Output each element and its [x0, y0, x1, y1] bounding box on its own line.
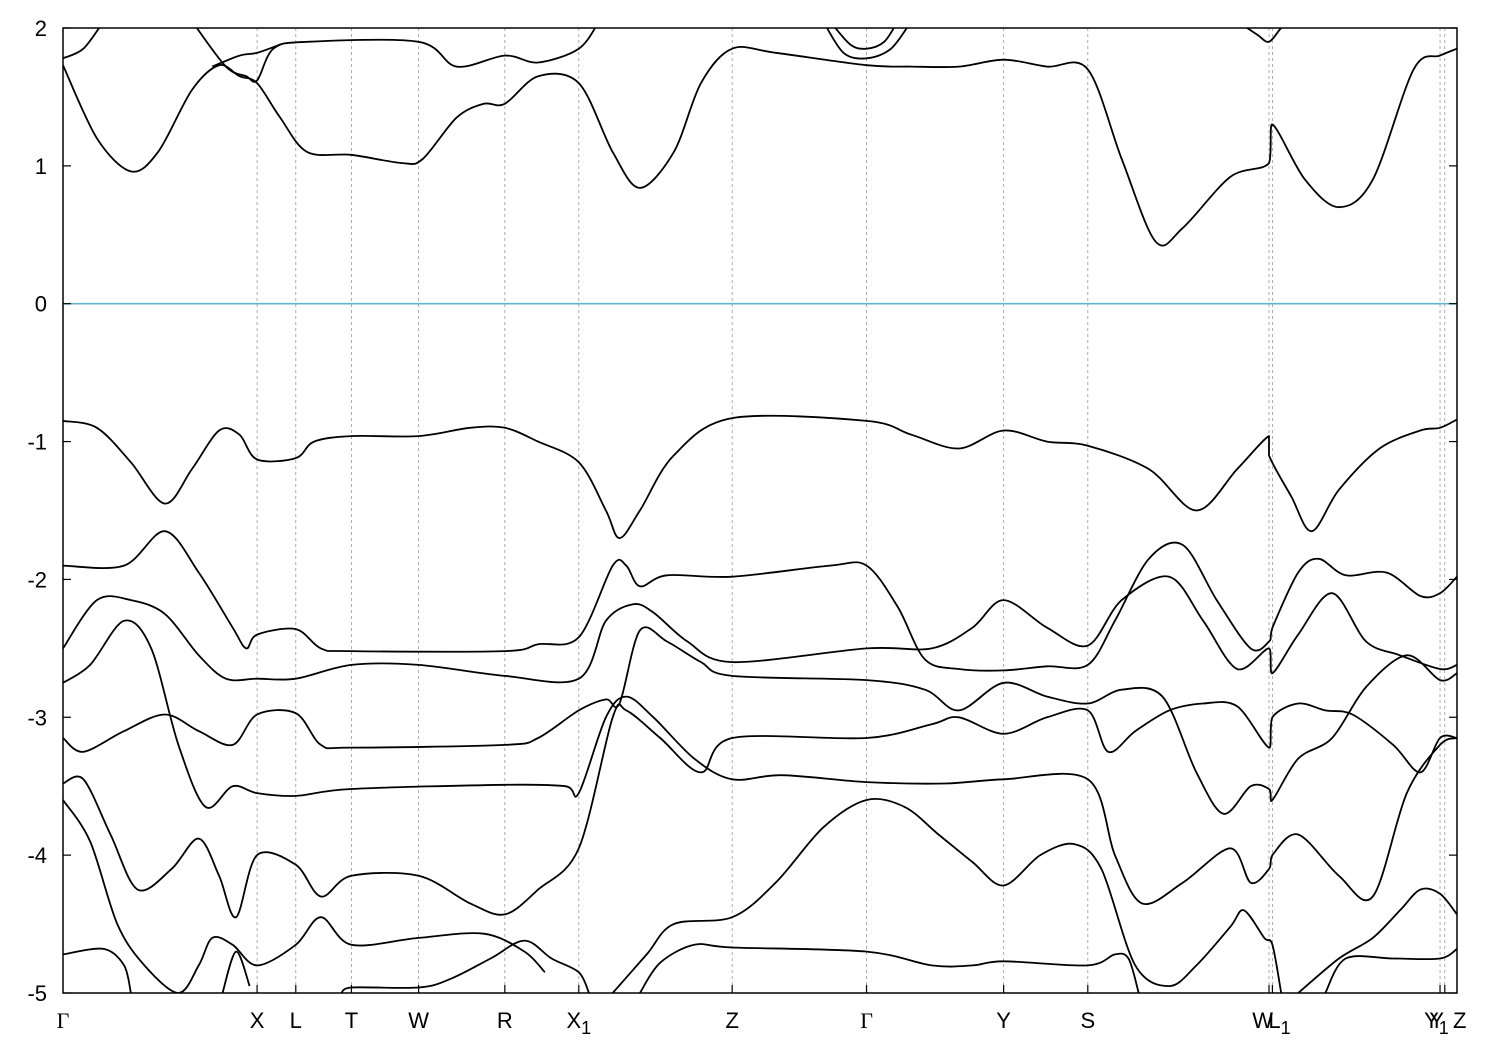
band-line-7	[826, 28, 908, 60]
x-tick-label: Z	[1453, 1008, 1466, 1033]
x-tick-label: Y	[996, 1008, 1011, 1033]
y-tick-label: 1	[35, 154, 47, 179]
band-line-21	[1324, 948, 1457, 993]
y-tick-label: -5	[27, 981, 47, 1006]
x-tick-label: R	[497, 1008, 513, 1033]
x-tick-label: S	[1080, 1008, 1095, 1033]
x-tick-subscript: 1	[1281, 1018, 1291, 1038]
y-tick-label: 2	[35, 16, 47, 41]
y-tick-label: -2	[27, 567, 47, 592]
band-line-11	[63, 619, 1457, 906]
x-tick-subscript: 1	[581, 1018, 591, 1038]
x-tick-label: X1	[566, 1008, 591, 1038]
band-line-13	[63, 701, 1457, 919]
x-tick-label: W	[1252, 1008, 1273, 1033]
x-tick-subscript: 1	[1439, 1018, 1449, 1038]
band-line-18	[612, 798, 1283, 993]
band-line-12	[63, 626, 1457, 815]
y-tick-label: -4	[27, 843, 47, 868]
band-line-16	[221, 950, 251, 993]
x-tick-label: W	[408, 1008, 429, 1033]
x-tick-label: L	[290, 1008, 302, 1033]
band-line-10	[63, 575, 1457, 684]
x-tick-label: Γ	[860, 1008, 873, 1033]
x-tick-label: X	[250, 1008, 265, 1033]
y-axis-ticks: 2 1 0 -1 -2 -3 -4 -5	[27, 16, 1457, 1006]
plot-frame	[62, 27, 1458, 994]
y-tick-label: 0	[35, 292, 47, 317]
band-line-8	[1245, 28, 1283, 43]
band-line-14	[63, 799, 546, 993]
x-tick-label: L1	[1268, 1008, 1290, 1038]
x-axis-ticks: Γ X L T W R X1 Z Γ Y S WL1 YY1 Z	[57, 985, 1466, 1038]
band-curves	[63, 28, 1457, 993]
x-tick-label: Z	[725, 1008, 738, 1033]
band-line-1	[63, 414, 1457, 539]
y-tick-label: -1	[27, 430, 47, 455]
band-line-17	[340, 939, 590, 993]
band-line-6	[834, 28, 895, 50]
y-tick-label: -3	[27, 705, 47, 730]
band-line-5	[211, 43, 281, 68]
x-tick-label: T	[345, 1008, 358, 1033]
band-line-20	[1297, 887, 1457, 993]
band-line-2	[63, 46, 1457, 247]
band-line-19	[639, 943, 1140, 993]
kpoint-gridlines	[256, 28, 1446, 993]
x-tick-label: Y	[1429, 1008, 1444, 1033]
x-tick-label: Γ	[57, 1008, 70, 1033]
band-line-15	[63, 947, 132, 993]
band-line-4	[195, 28, 597, 83]
band-line-9	[63, 530, 1457, 672]
band-line-3	[63, 28, 101, 60]
x-tick-label: Y1	[1424, 1008, 1449, 1038]
